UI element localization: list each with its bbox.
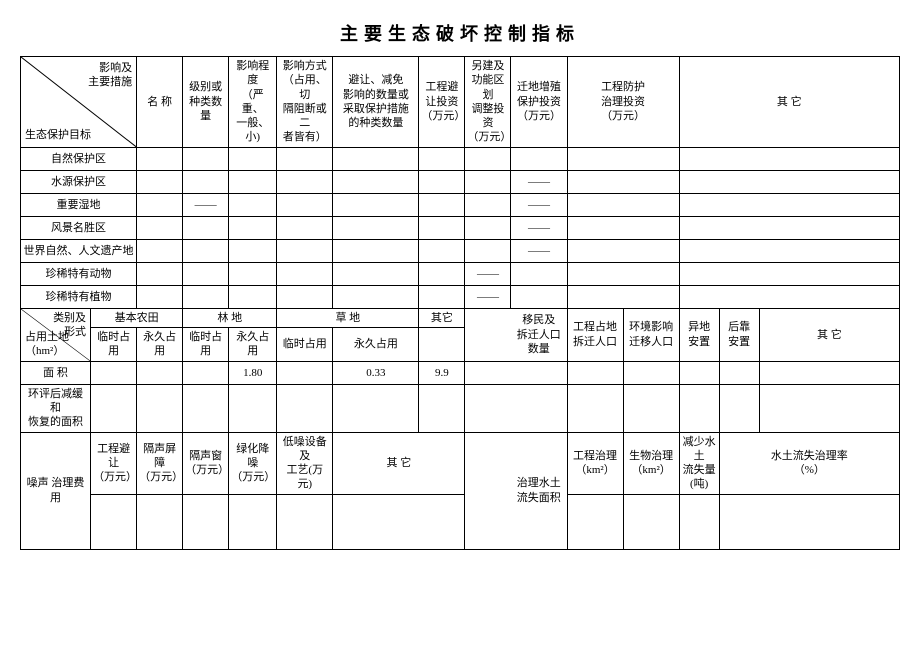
row-area: 面 积 <box>21 361 91 384</box>
cell-dash-5: —— <box>511 239 567 262</box>
hdr3-c9: 生物治理（km²） <box>623 432 679 494</box>
hdr-invest2: 另建及功能区划调整投资（万元） <box>465 57 511 148</box>
val-3: 9.9 <box>419 361 465 384</box>
row-noise: 噪声 治理费用 <box>21 432 91 549</box>
row-plant: 珍稀特有植物 <box>21 285 137 308</box>
hdr3-c5: 低噪设备及工艺(万元) <box>277 432 333 494</box>
row-wetland: 重要湿地 <box>21 193 137 216</box>
row-nature: 自然保护区 <box>21 147 137 170</box>
hdr-avoid: 避让、减免影响的数量或采取保护措施的种类数量 <box>333 57 419 148</box>
hdr-degree: 影响程度（严重、一般、小) <box>229 57 277 148</box>
main-table: 影响及主要措施 生态保护目标 名 称 级别或种类数量 影响程度（严重、一般、小)… <box>20 56 900 550</box>
hdr2-relocate: 异地安置 <box>679 308 719 361</box>
hdr2-env-pop: 环境影响迁移人口 <box>623 308 679 361</box>
diag-top-1: 影响及主要措施 <box>88 61 132 90</box>
hdr2-other: 其它 <box>419 308 465 327</box>
hdr3-c2: 隔声屏障（万元） <box>137 432 183 494</box>
hdr2-back: 后靠安置 <box>719 308 759 361</box>
diag-header-1: 影响及主要措施 生态保护目标 <box>21 57 137 148</box>
hdr-name: 名 称 <box>137 57 183 148</box>
row-water: 水源保护区 <box>21 170 137 193</box>
hdr3-c3: 隔声窗（万元） <box>183 432 229 494</box>
hdr-invest4: 工程防护治理投资（万元） <box>567 57 679 148</box>
row-animal: 珍稀特有动物 <box>21 262 137 285</box>
hdr2-proj-pop: 工程占地拆迁人口 <box>567 308 623 361</box>
hdr-other: 其 它 <box>679 57 899 148</box>
hdr3-c8: 工程治理（km²） <box>567 432 623 494</box>
sub-perm-1: 永久占用 <box>137 328 183 362</box>
diag2-bottom: 占用土地（hm²） <box>25 330 69 359</box>
sub-temp-2: 临时占用 <box>183 328 229 362</box>
diag-bottom-1: 生态保护目标 <box>25 128 91 142</box>
cell-dash-7: —— <box>465 285 511 308</box>
sub-perm-3: 永久占用 <box>333 328 419 362</box>
hdr3-c7: 治理水土流失面积 <box>511 432 567 549</box>
row-scenic: 风景名胜区 <box>21 216 137 239</box>
hdr-level: 级别或种类数量 <box>183 57 229 148</box>
sub-temp-1: 临时占用 <box>91 328 137 362</box>
hdr3-c6: 其 它 <box>333 432 465 494</box>
page-title: 主要生态破坏控制指标 <box>20 20 900 46</box>
sub-temp-3: 临时占用 <box>277 328 333 362</box>
cell-dash-2: —— <box>183 193 229 216</box>
hdr3-c11: 水土流失治理率（%） <box>719 432 899 494</box>
row-heritage: 世界自然、人文遗产地 <box>21 239 137 262</box>
hdr2-migrant: 移民及拆迁人口数量 <box>511 308 567 361</box>
hdr2-farmland: 基本农田 <box>91 308 183 327</box>
hdr-invest1: 工程避让投资（万元） <box>419 57 465 148</box>
cell-dash-1: —— <box>511 170 567 193</box>
hdr3-c4: 绿化降噪（万元） <box>229 432 277 494</box>
hdr-invest3: 迁地增殖保护投资（万元） <box>511 57 567 148</box>
hdr3-c10: 减少水土流失量(吨) <box>679 432 719 494</box>
val-2: 0.33 <box>333 361 419 384</box>
hdr3-c1: 工程避让（万元） <box>91 432 137 494</box>
val-1: 1.80 <box>229 361 277 384</box>
hdr2-grass: 草 地 <box>277 308 419 327</box>
cell-dash-6: —— <box>465 262 511 285</box>
cell-dash-3: —— <box>511 193 567 216</box>
cell-dash-4: —— <box>511 216 567 239</box>
diag-header-2: 类别及形式 占用土地（hm²） <box>21 308 91 361</box>
row-recover: 环评后减缓和恢复的面积 <box>21 384 91 432</box>
sub-perm-2: 永久占用 <box>229 328 277 362</box>
hdr2-forest: 林 地 <box>183 308 277 327</box>
hdr-method: 影响方式（占用、切隔阻断或二者皆有） <box>277 57 333 148</box>
hdr2-other2: 其 它 <box>759 308 899 361</box>
